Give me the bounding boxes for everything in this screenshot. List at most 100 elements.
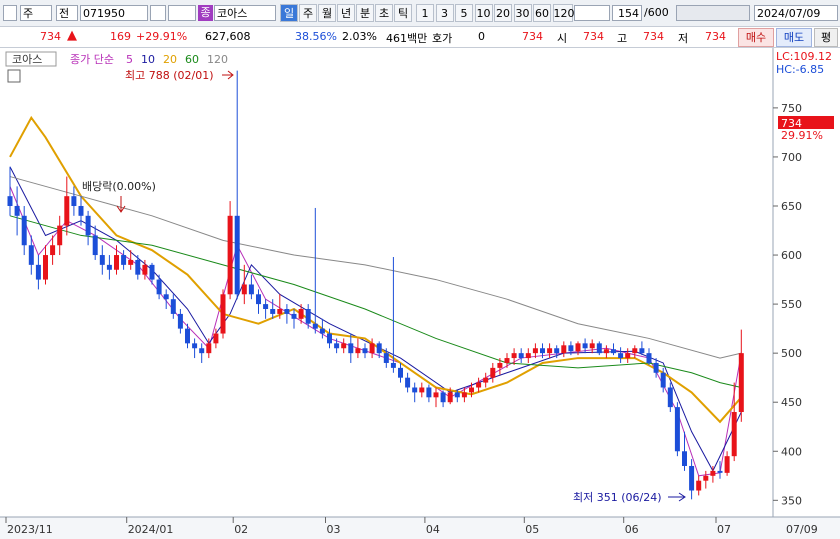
candle-body [312,323,318,329]
price-flag-pct: 29.91% [781,129,823,142]
x-tick-label: 03 [327,523,341,536]
candle-body [348,343,354,354]
candle-body [248,284,254,295]
candle-body [383,353,389,363]
turnover: 2.03% [342,30,377,43]
price-flag [778,116,834,129]
legend-entry: 5 [126,53,133,66]
candle-body [632,348,638,354]
open-label: 시 [557,32,568,45]
candle-body [14,205,20,216]
x-tick-label: 05 [525,523,539,536]
change-pct: +29.91% [136,30,188,43]
candle-body [440,392,446,403]
legend-entry: 120 [207,53,228,66]
ma-line [9,115,743,424]
search-button[interactable] [150,5,166,21]
sound-button[interactable] [168,5,196,21]
legend-title: 코아스 [12,53,42,66]
name-input[interactable]: 코아스 [214,5,276,21]
period-button[interactable]: 분 [356,4,374,22]
candle-body [234,215,240,295]
candle-body [28,245,34,265]
period-button[interactable]: 5 [455,4,473,22]
quote-label: 호가 [432,32,453,45]
badge: 종 [198,5,213,21]
date-input[interactable]: 2024/07/09 [754,5,838,21]
y-tick-label: 400 [781,445,802,458]
legend-box [5,51,57,67]
candle-body [738,353,744,413]
candle-body [78,205,84,216]
candle-body [142,264,148,275]
candle-body [305,309,311,324]
menu-icon[interactable] [3,5,17,21]
quote-value: 0 [478,30,485,43]
candle-body [511,353,517,359]
candle-body [532,348,538,354]
candle-body [703,475,709,481]
candle-body [639,348,645,354]
period-button[interactable]: 120 [552,4,575,22]
period-button[interactable]: 초 [375,4,393,22]
ma-line [9,176,742,359]
candle-body [291,313,297,319]
period-button[interactable]: 년 [337,4,355,22]
period-button[interactable]: 20 [494,4,512,22]
buy-button[interactable]: 매수 [738,28,774,47]
period-button[interactable]: 일 [280,4,298,22]
candle-body [419,387,425,393]
last-date: 07/09 [786,523,818,536]
candle-body [121,255,127,265]
code-input[interactable]: 071950 [80,5,148,21]
low-arrow [668,492,686,502]
hc-label: HC:-6.85 [776,63,824,76]
toolbar: 주 전 071950 종 코아스 일 주 월 년 분 초 틱 1 3 5 10 20 30 60 120 1… [0,0,840,27]
candle-body [35,264,41,280]
x-tick-label: 2024/01 [128,523,174,536]
candle-body [568,345,574,352]
candle-body [653,362,659,373]
sell-button[interactable]: 매도 [776,28,812,47]
count-input[interactable]: 154 [612,5,642,21]
candle-body [611,349,616,354]
candle-body [589,343,595,349]
candle-body [724,456,730,473]
candle-body [114,255,119,270]
tool-icons[interactable] [676,5,750,21]
candle-body [561,345,567,354]
candle-body [390,362,396,368]
x-tick-label: 04 [426,523,440,536]
quote-bar: 734 ▲ 169 +29.91% 627,608 38.56% 2.03% 4… [0,27,840,48]
candle-body [319,328,325,334]
candle-body [696,480,702,491]
candle-body [483,377,489,383]
period-button[interactable]: 1 [416,4,434,22]
candle-body [717,470,723,473]
candle-body [21,215,27,246]
period-button[interactable]: 60 [533,4,551,22]
lc-label: LC:109.12 [776,50,832,63]
period-button[interactable]: 10 [474,4,493,22]
period-button[interactable]: 월 [318,4,336,22]
period-button[interactable]: 틱 [394,4,412,22]
volume: 627,608 [205,30,251,43]
ma-line [9,215,742,388]
avg-button[interactable]: 평 [814,28,838,47]
y-tick-label: 500 [781,347,802,360]
market-select[interactable]: 주 [20,5,52,21]
candle-body [99,255,105,265]
period-button[interactable]: 30 [513,4,532,22]
scope-select[interactable]: 전 [56,5,78,21]
candle-body [71,196,77,206]
period-button[interactable]: 3 [435,4,454,22]
candle-body [689,465,695,491]
period-button[interactable]: 주 [299,4,317,22]
candle-body [667,387,673,408]
candle-body [57,225,63,246]
candle-body [412,387,418,393]
blank-select[interactable] [574,5,610,21]
high-arrow [222,70,234,80]
candle-body [540,348,545,354]
